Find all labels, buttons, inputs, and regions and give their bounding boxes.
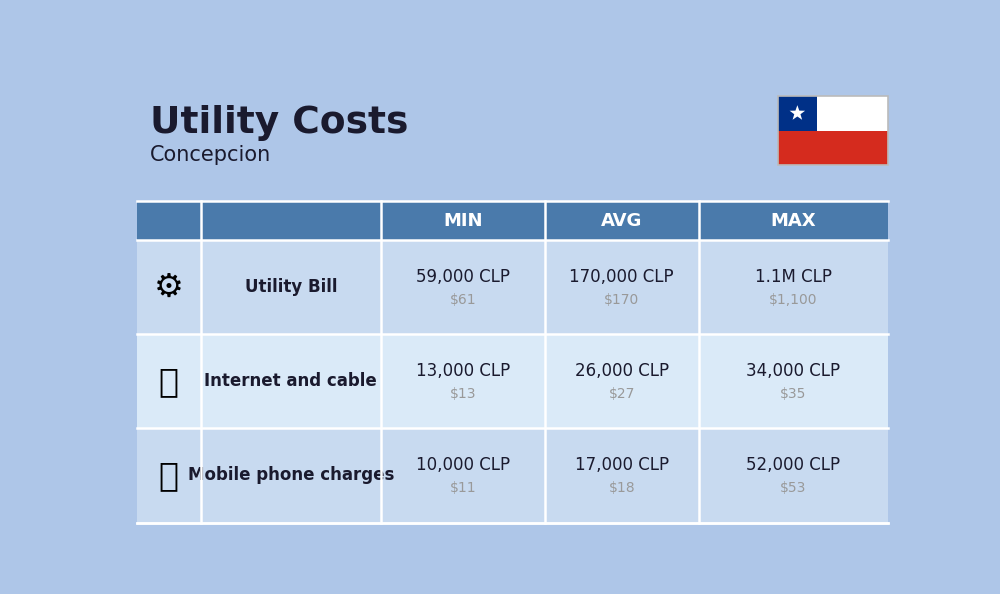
Text: 52,000 CLP: 52,000 CLP <box>746 456 840 475</box>
FancyBboxPatch shape <box>545 428 698 523</box>
Text: $61: $61 <box>450 293 476 307</box>
Text: Utility Costs: Utility Costs <box>150 105 408 141</box>
FancyBboxPatch shape <box>381 428 545 523</box>
Text: MIN: MIN <box>443 211 483 230</box>
FancyBboxPatch shape <box>201 201 381 240</box>
FancyBboxPatch shape <box>545 201 698 240</box>
Text: 📱: 📱 <box>159 459 179 492</box>
FancyBboxPatch shape <box>778 131 888 165</box>
Text: 34,000 CLP: 34,000 CLP <box>746 362 840 380</box>
Text: 1.1M CLP: 1.1M CLP <box>755 268 832 286</box>
FancyBboxPatch shape <box>778 96 888 131</box>
Text: $1,100: $1,100 <box>769 293 818 307</box>
Text: 10,000 CLP: 10,000 CLP <box>416 456 510 475</box>
Text: $27: $27 <box>609 387 635 402</box>
Text: 59,000 CLP: 59,000 CLP <box>416 268 510 286</box>
Text: MAX: MAX <box>771 211 816 230</box>
FancyBboxPatch shape <box>201 240 381 334</box>
Text: 26,000 CLP: 26,000 CLP <box>575 362 669 380</box>
FancyBboxPatch shape <box>545 334 698 428</box>
Text: $11: $11 <box>450 482 476 495</box>
Text: $13: $13 <box>450 387 476 402</box>
FancyBboxPatch shape <box>381 201 545 240</box>
Text: 📶: 📶 <box>159 365 179 398</box>
FancyBboxPatch shape <box>137 201 201 240</box>
Text: ⚙: ⚙ <box>154 270 184 304</box>
Text: $18: $18 <box>608 482 635 495</box>
Text: Utility Bill: Utility Bill <box>245 278 337 296</box>
FancyBboxPatch shape <box>698 201 888 240</box>
Text: $53: $53 <box>780 482 807 495</box>
FancyBboxPatch shape <box>201 428 381 523</box>
FancyBboxPatch shape <box>778 96 817 131</box>
FancyBboxPatch shape <box>381 240 545 334</box>
FancyBboxPatch shape <box>698 240 888 334</box>
Text: $170: $170 <box>604 293 639 307</box>
Text: Internet and cable: Internet and cable <box>204 372 377 390</box>
FancyBboxPatch shape <box>698 334 888 428</box>
Text: AVG: AVG <box>601 211 642 230</box>
Text: Mobile phone charges: Mobile phone charges <box>188 466 394 484</box>
FancyBboxPatch shape <box>137 240 201 334</box>
Text: $35: $35 <box>780 387 807 402</box>
Text: 170,000 CLP: 170,000 CLP <box>569 268 674 286</box>
FancyBboxPatch shape <box>381 334 545 428</box>
Polygon shape <box>790 105 805 120</box>
Text: 17,000 CLP: 17,000 CLP <box>575 456 669 475</box>
FancyBboxPatch shape <box>698 428 888 523</box>
Text: Concepcion: Concepcion <box>150 145 271 165</box>
Text: 13,000 CLP: 13,000 CLP <box>416 362 510 380</box>
FancyBboxPatch shape <box>137 334 201 428</box>
FancyBboxPatch shape <box>201 334 381 428</box>
FancyBboxPatch shape <box>137 428 201 523</box>
FancyBboxPatch shape <box>545 240 698 334</box>
